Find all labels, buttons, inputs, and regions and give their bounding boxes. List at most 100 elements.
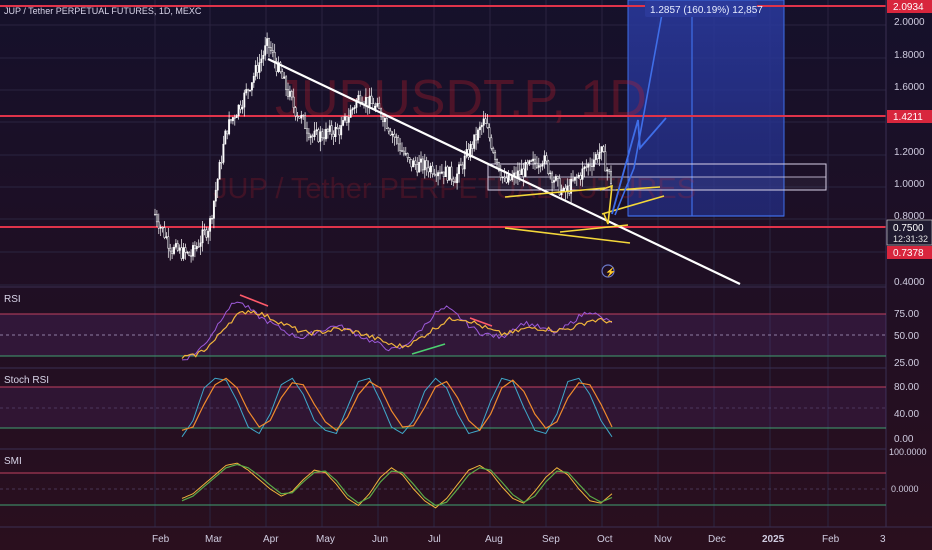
candle-body [334, 126, 337, 138]
price-tick: 1.0000 [894, 179, 925, 190]
candle-body [252, 76, 255, 83]
candle-body [294, 107, 297, 117]
candle-body [344, 116, 346, 121]
candle-body [554, 176, 557, 181]
candle-body [279, 62, 282, 72]
candle-body [211, 218, 213, 220]
candle-body [427, 167, 430, 173]
candle-body [307, 132, 310, 138]
stoch-rsi-series[interactable] [181, 377, 613, 438]
candle-body [412, 160, 415, 168]
badge-top-line: 2.0934 [893, 2, 924, 13]
price-tick: 1.6000 [894, 82, 925, 93]
time-tick: Sep [542, 534, 560, 545]
candle-body [522, 168, 525, 177]
candle-body [592, 159, 595, 167]
stoch-tick: 40.00 [894, 409, 919, 420]
grid-lines [0, 0, 886, 527]
candlestick-series[interactable] [154, 32, 612, 263]
candle-body [224, 130, 227, 145]
candle-body [499, 170, 502, 178]
candle-body [401, 150, 403, 152]
candle-body [408, 157, 411, 160]
lightning-glyph: ⚡ [605, 266, 616, 278]
candle-body [340, 125, 343, 136]
candle-body [581, 168, 584, 180]
descending-trendline[interactable] [267, 58, 741, 285]
candle-body [410, 159, 413, 168]
candle-body [492, 148, 495, 153]
candle-body [570, 178, 573, 194]
wedge-pattern[interactable] [504, 184, 665, 244]
candle-body [273, 51, 276, 62]
candle-body [209, 218, 212, 232]
time-tick: 3 [880, 534, 886, 545]
candle-body [249, 89, 251, 92]
candle-body [397, 137, 400, 145]
rsi-series[interactable] [181, 301, 613, 361]
candle-body [562, 187, 565, 192]
candle-body [306, 128, 308, 134]
candle-body [459, 164, 462, 166]
symbol-title[interactable]: JUP / Tether PERPETUAL FUTURES, 1D, MEXC [4, 6, 202, 16]
candle-body [290, 91, 293, 98]
candle-body [155, 214, 158, 223]
candle-body [477, 129, 479, 141]
smi-series[interactable] [181, 462, 613, 509]
candle-body [435, 173, 438, 177]
price-tick: 2.0000 [894, 17, 925, 28]
candle-body [456, 173, 459, 184]
stoch-rsi-label[interactable]: Stoch RSI [4, 375, 49, 386]
price-axis[interactable]: 2.0000 1.8000 1.6000 1.2000 1.0000 0.800… [894, 17, 925, 288]
candle-body [520, 168, 523, 175]
candle-body [260, 58, 263, 63]
candle-body [231, 117, 234, 122]
price-tick: 1.8000 [894, 50, 925, 61]
projection-path[interactable] [611, 117, 667, 215]
candle-body [268, 38, 270, 48]
price-tick: 1.2000 [894, 147, 925, 158]
candle-body [450, 166, 453, 180]
candle-body [528, 160, 531, 165]
candle-body [385, 118, 388, 129]
projection-box[interactable] [628, 0, 784, 216]
candle-body [313, 130, 316, 137]
stoch-tick: 80.00 [894, 382, 919, 393]
candle-body [395, 136, 398, 138]
candle-body [598, 151, 601, 160]
lightning-icon[interactable] [601, 264, 615, 278]
candle-body [497, 162, 500, 171]
measure-label: 1.2857 (160.19%) 12,857 [650, 5, 763, 16]
candle-body [608, 169, 611, 172]
candle-body [535, 162, 538, 168]
time-tick: Jul [428, 534, 441, 545]
candle-body [490, 137, 493, 149]
candle-body [165, 236, 168, 238]
rsi-label[interactable]: RSI [4, 294, 21, 305]
time-tick: Mar [205, 534, 223, 545]
candle-body [235, 115, 238, 119]
candle-body [414, 160, 417, 165]
candle-body [317, 129, 320, 142]
candle-body [454, 181, 457, 184]
candle-body [448, 166, 451, 181]
candle-body [486, 123, 489, 128]
candle-body [416, 164, 419, 173]
candle-body [154, 213, 156, 216]
candle-body [167, 236, 170, 249]
candle-body [281, 71, 284, 79]
measure-label-box [645, 1, 757, 17]
candle-body [157, 221, 160, 229]
smi-label[interactable]: SMI [4, 456, 22, 467]
candle-body [328, 125, 331, 132]
rsi-tick: 75.00 [894, 309, 919, 320]
candle-body [418, 162, 421, 173]
stoch-tick: 0.00 [894, 434, 914, 445]
candle-body [391, 133, 394, 136]
candle-body [285, 76, 288, 90]
candle-body [461, 164, 464, 170]
candle-body [368, 95, 371, 107]
candle-body [186, 251, 189, 254]
